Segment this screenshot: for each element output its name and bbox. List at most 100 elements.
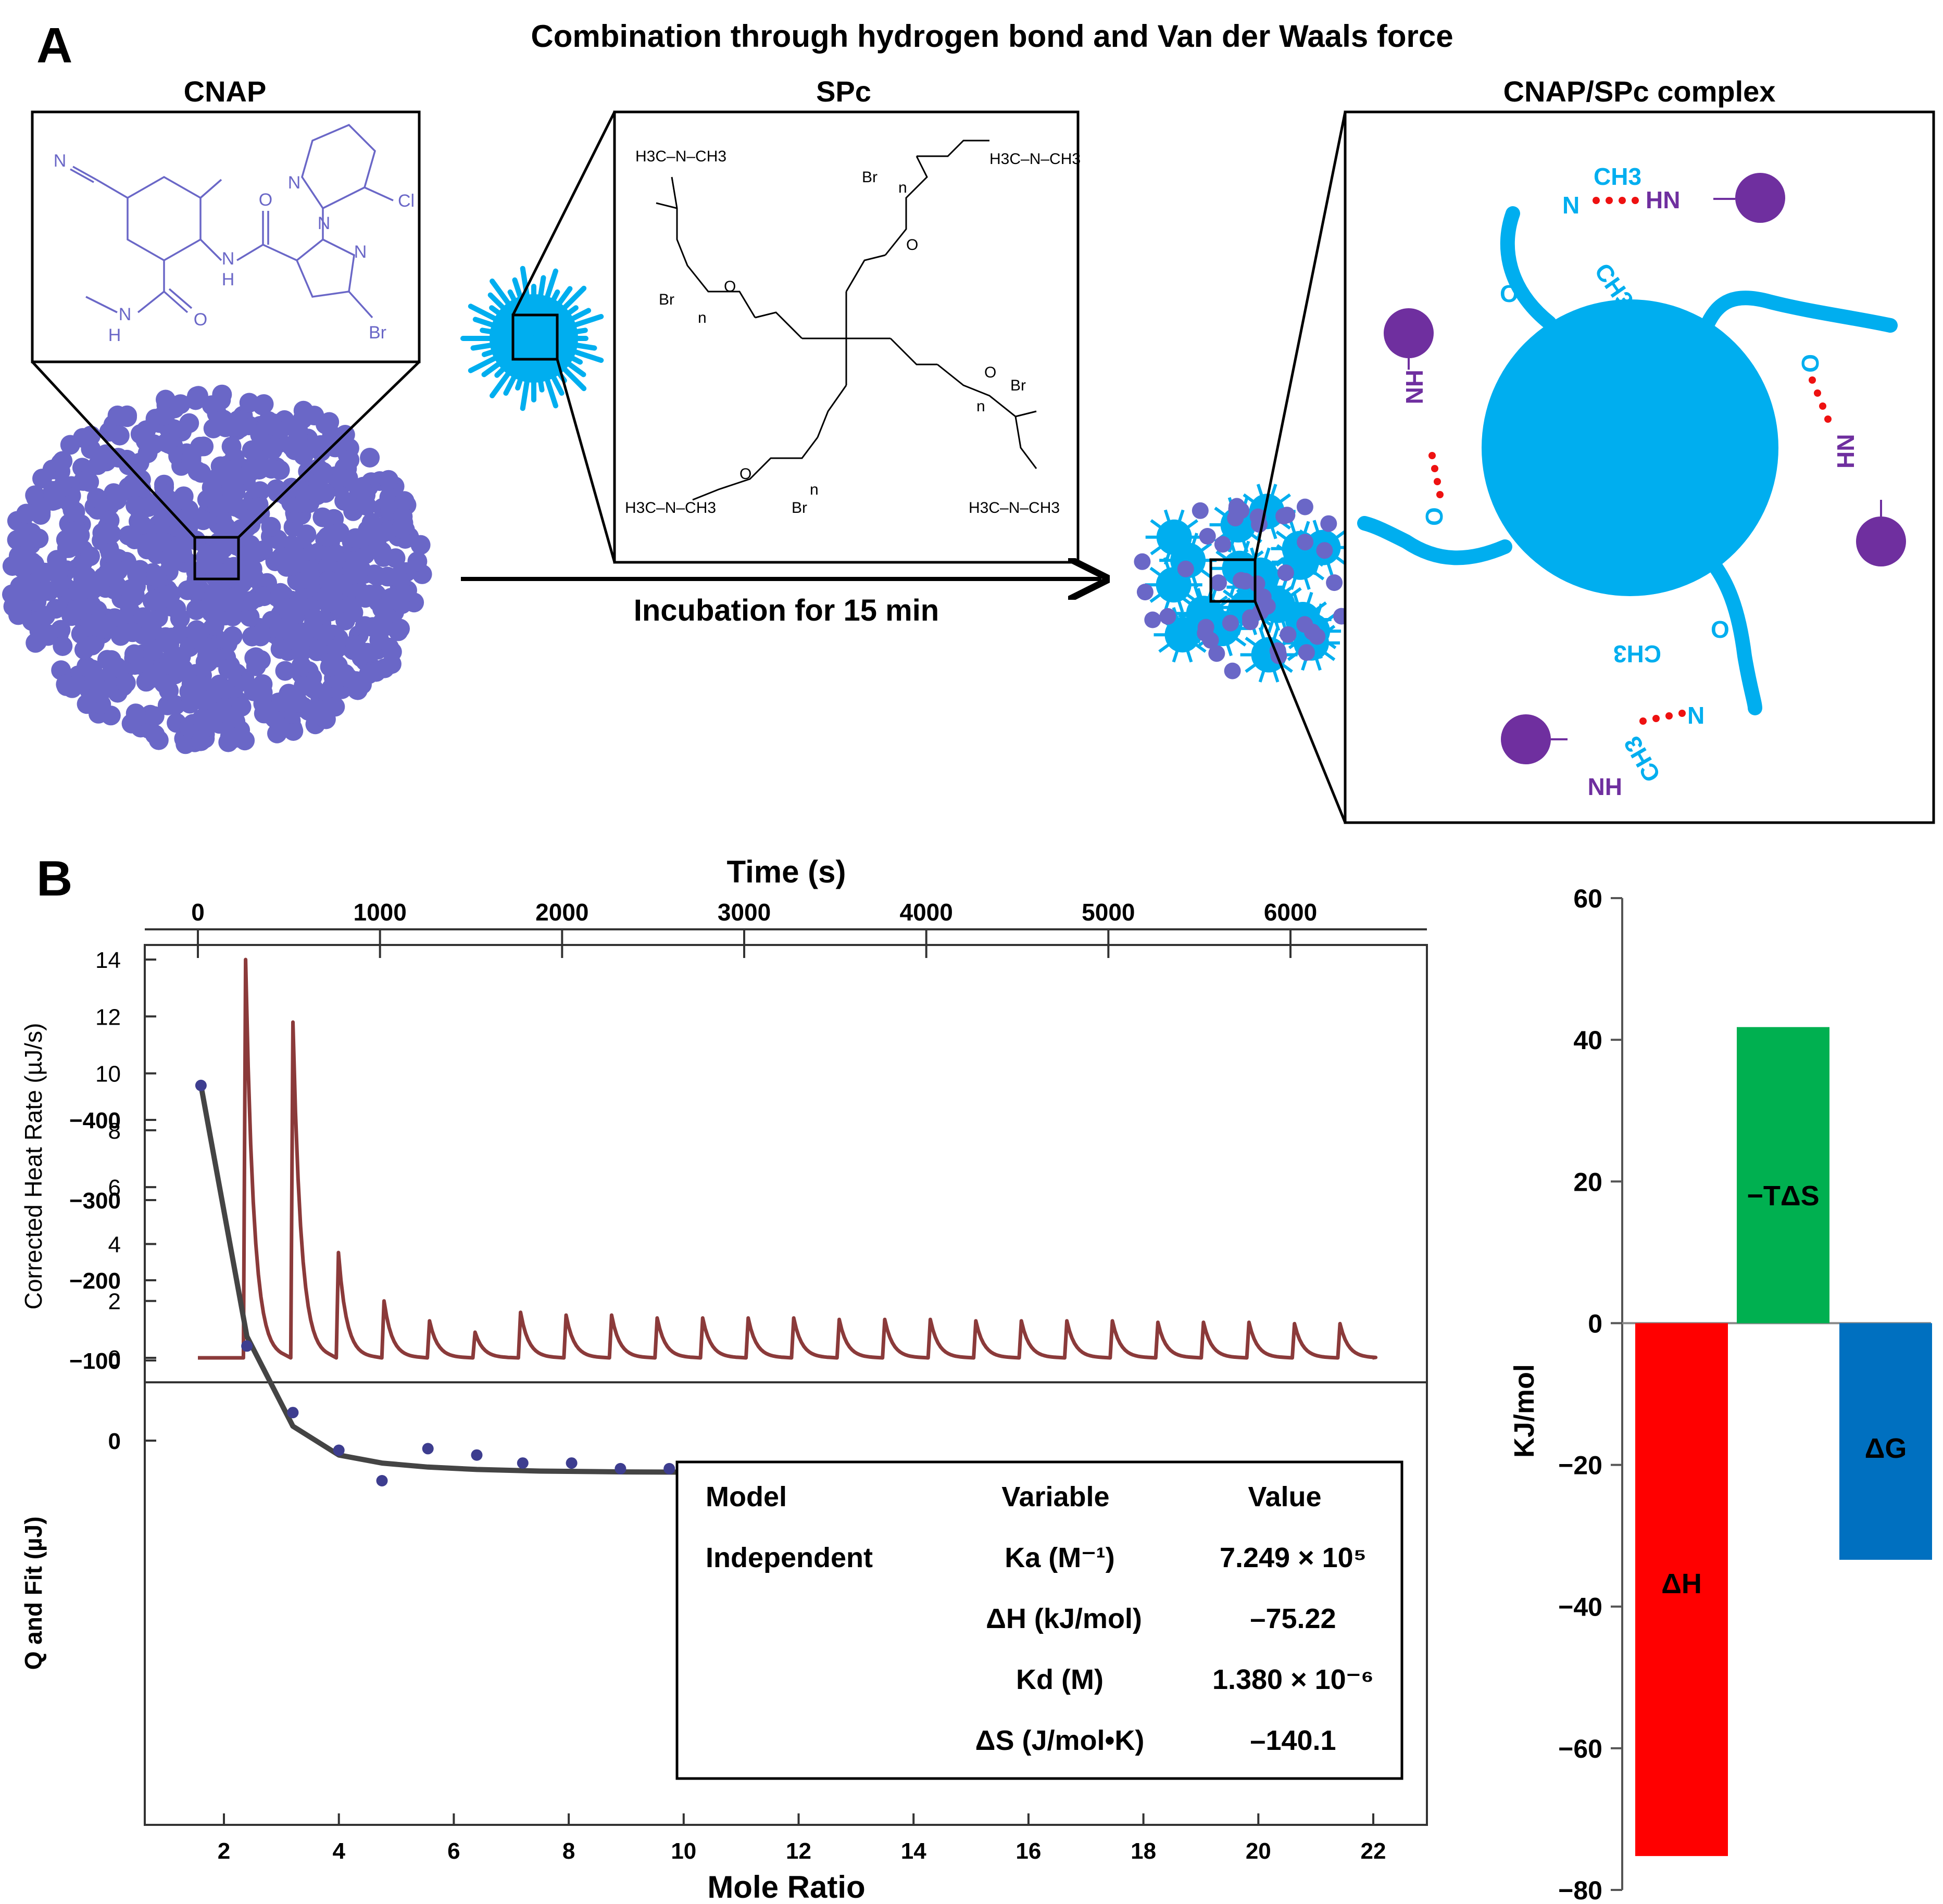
time-tick-label: 0: [191, 899, 205, 926]
cnap-particle: [304, 608, 324, 628]
cnap-particle: [43, 491, 63, 511]
complex-spc-arm: [1183, 597, 1208, 617]
spc-zoom-box: [511, 313, 559, 361]
cnap-particle: [372, 599, 392, 619]
hbond-dot: [1652, 715, 1660, 722]
cnap-particle: [154, 406, 174, 426]
time-tick-label: 4000: [899, 899, 952, 926]
cnap-particle: [147, 665, 167, 686]
complex-cnap-particle: [1144, 611, 1161, 628]
cnap-particle: [271, 692, 292, 712]
cnap-particle: [356, 496, 377, 516]
q-point: [422, 1443, 434, 1455]
spc-zoom-lines: [511, 111, 616, 563]
complex-spc-arm: [1299, 561, 1311, 590]
complex-cnap-particle: [1309, 628, 1326, 645]
cnap-particle: [81, 425, 101, 446]
thermodynamics-bar-chart: 60 40 20 0 −20 −40 −60 −80 ΔH −TΔS ΔG: [1558, 884, 1932, 1904]
hbond-dot: [1593, 197, 1600, 204]
atom-label: H3C–N–CH3: [989, 150, 1081, 168]
cnap-particle: [130, 424, 151, 444]
atom-label: n: [976, 398, 985, 415]
cnap-particle: [129, 511, 148, 532]
complex-spc-arm: [1149, 583, 1175, 603]
cnap-particle: [121, 582, 141, 602]
heat-tick-label: 6: [108, 1175, 121, 1201]
cnap-particle: [176, 734, 196, 754]
q-tick-label: 0: [108, 1429, 121, 1454]
bond: [364, 186, 394, 201]
cnap-particle: [227, 727, 247, 747]
cnap-particle: [289, 552, 309, 573]
cnap-particle: [59, 538, 79, 558]
mole-tick-label: 8: [562, 1838, 575, 1864]
cnap-particle: [170, 534, 191, 554]
cnap-particle: [159, 680, 179, 701]
cnap-particle: [92, 523, 112, 543]
cnap-particle: [38, 624, 58, 645]
atom-label: O: [194, 310, 207, 330]
cnap-particle: [325, 697, 345, 717]
results-table-text: Model Variable Value Independent Ka (M⁻¹…: [706, 1481, 1374, 1756]
hbond-dot: [1619, 197, 1626, 204]
time-axis-title: Time (s): [727, 854, 846, 889]
cnap-particle: [46, 599, 66, 619]
heat-tick-label: 0: [108, 1346, 121, 1371]
bond: [656, 202, 678, 209]
complex-spc-arm: [1172, 583, 1198, 603]
atom-label: N: [54, 151, 67, 171]
incubation-label: Incubation for 15 min: [634, 594, 939, 627]
complex-zoom-lines: [1209, 111, 1347, 823]
spc-arm: [1500, 206, 1557, 330]
cnap-particle: [70, 525, 90, 546]
time-tick-label: 2000: [535, 899, 588, 926]
complex-cnap-particle: [1208, 645, 1225, 662]
cnap-particle: [154, 484, 174, 504]
bar-2: [1839, 1323, 1932, 1560]
mole-tick-label: 10: [671, 1838, 696, 1864]
complex-spc-arm: [1181, 634, 1193, 663]
cnap-particle: [81, 595, 102, 615]
panel-a-label: A: [36, 18, 72, 73]
cnap-particle: [186, 599, 206, 620]
complex-spc-arm: [1237, 523, 1262, 543]
bar-label: ΔG: [1865, 1433, 1907, 1464]
heat-tick-label: 14: [95, 948, 121, 973]
cnap-particle: [367, 566, 387, 586]
amine-n: N: [1687, 702, 1704, 729]
bond: [884, 156, 928, 256]
atom-label: O: [259, 190, 272, 210]
cnap-particle: [282, 718, 303, 738]
time-tick-label: 5000: [1082, 899, 1135, 926]
q-tick-label: −100: [69, 1348, 121, 1374]
cnap-particle: [218, 659, 238, 679]
complex-cnap-particle: [1177, 560, 1194, 577]
cnap-particle: [261, 516, 281, 537]
cnap-molecule: [1384, 308, 1434, 358]
complex-zoom-line-top: [1253, 111, 1347, 560]
cnap-particle: [133, 607, 153, 627]
mole-ratio-title: Mole Ratio: [707, 1870, 865, 1904]
cnap-particle: [355, 545, 375, 565]
nh-label: HN: [1401, 370, 1428, 404]
complex-spc-arm: [1181, 633, 1207, 653]
cnap-particle: [124, 644, 144, 664]
complex-spc-arm: [1172, 634, 1184, 663]
cnap-particle: [66, 600, 86, 620]
q-point: [517, 1457, 529, 1469]
bond: [917, 140, 989, 157]
atom-label: Br: [862, 169, 878, 186]
complex-spc-arm: [1259, 574, 1285, 594]
cnap-particle: [68, 582, 88, 602]
atom-label: H: [222, 270, 235, 289]
atom-label: N: [354, 242, 367, 262]
bond: [85, 296, 118, 313]
cnap-particle: [387, 567, 407, 587]
table-variable: ΔH (kJ/mol): [986, 1603, 1142, 1634]
bar-tick-label: −80: [1558, 1876, 1602, 1904]
hbond-dot: [1431, 465, 1438, 472]
cnap-particle: [147, 567, 167, 587]
hbond-dot: [1824, 415, 1832, 423]
complex-spc-arm: [1258, 654, 1271, 683]
cnap-particle: [148, 730, 169, 750]
